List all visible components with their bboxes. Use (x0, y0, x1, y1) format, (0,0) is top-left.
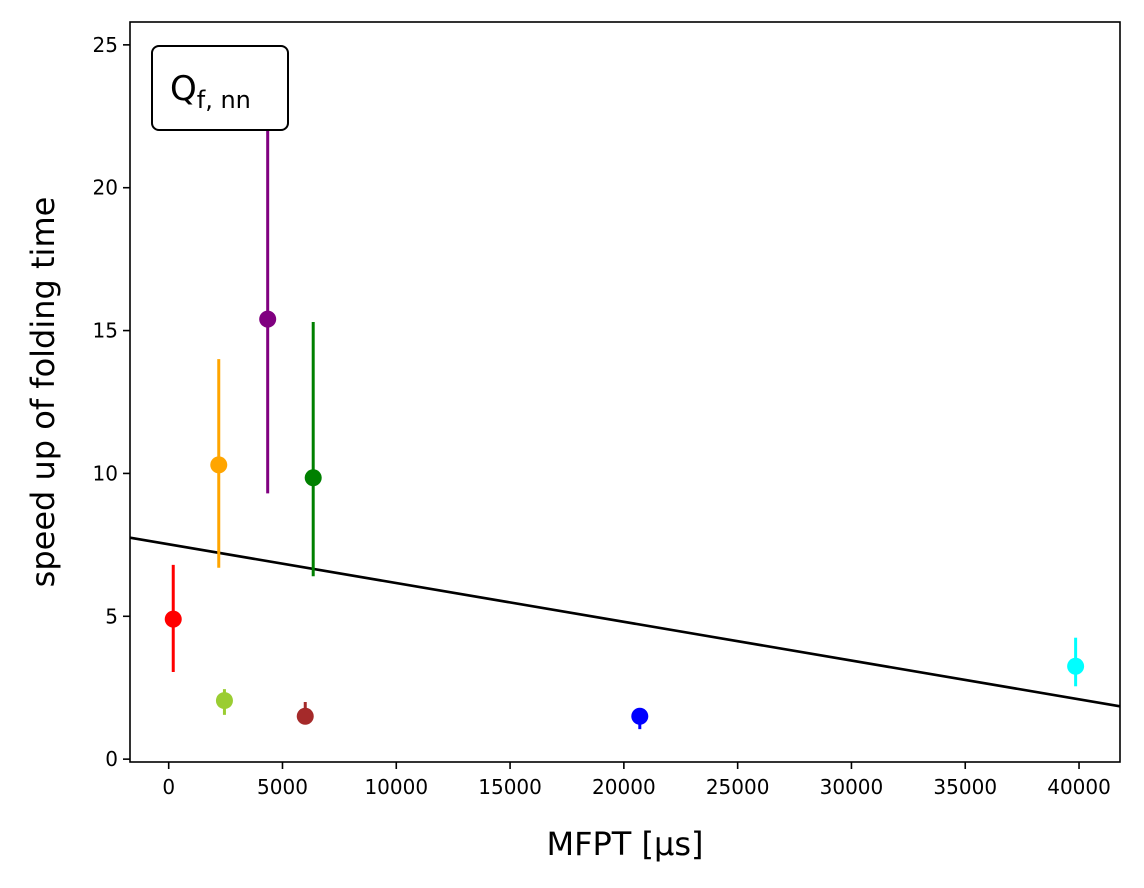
annotation-main: Q (170, 69, 197, 109)
y-tick-label: 15 (93, 319, 118, 343)
x-tick-label: 30000 (820, 775, 884, 799)
data-point-5 (304, 322, 322, 577)
annotation-box: Qf, nn (151, 45, 289, 131)
data-marker (164, 610, 182, 628)
annotation-sub: f, nn (197, 86, 251, 114)
fit-line (129, 536, 1121, 708)
data-marker (210, 456, 228, 474)
x-tick-label: 35000 (933, 775, 997, 799)
annotation-label: Qf, nn (170, 69, 251, 114)
y-axis-title: speed up of folding time (24, 197, 62, 588)
annotation-frame (151, 45, 289, 131)
x-axis-title: MFPT [μs] (546, 825, 703, 863)
data-marker (259, 310, 277, 328)
points-layer (164, 130, 1085, 730)
data-marker (296, 707, 314, 725)
data-point-2 (215, 689, 233, 715)
x-tick-label: 25000 (706, 775, 770, 799)
data-point-7 (1067, 637, 1085, 687)
x-tick-label: 15000 (478, 775, 542, 799)
data-point-4 (296, 702, 314, 725)
y-tick-label: 25 (93, 33, 118, 57)
fit-line-layer (129, 536, 1121, 708)
data-marker (215, 692, 233, 710)
x-tick-label: 5000 (257, 775, 308, 799)
data-marker (631, 707, 649, 725)
data-point-6 (631, 707, 649, 730)
x-tick-label: 40000 (1047, 775, 1111, 799)
data-point-0 (164, 564, 182, 672)
y-tick-label: 20 (93, 176, 118, 200)
data-point-3 (259, 130, 277, 494)
y-tick-label: 0 (105, 747, 118, 771)
data-marker (304, 469, 322, 487)
plot-frame (129, 21, 1121, 763)
y-tick-label: 5 (105, 604, 118, 628)
x-axis: 0 5000 10000 15000 20000 25000 30000 35000 40000 (162, 762, 1111, 799)
x-tick-label: 0 (162, 775, 175, 799)
x-tick-label: 10000 (364, 775, 428, 799)
data-marker (1067, 657, 1085, 675)
plot-area (130, 22, 1120, 762)
data-point-1 (210, 359, 228, 568)
y-tick-label: 10 (93, 461, 118, 485)
x-tick-label: 20000 (592, 775, 656, 799)
y-axis: 0 5 10 15 20 25 (93, 33, 130, 771)
